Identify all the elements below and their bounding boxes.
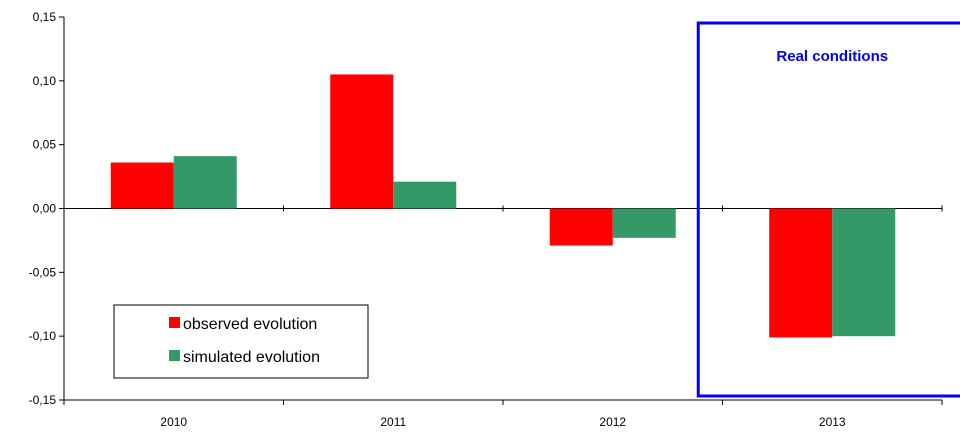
legend-box — [113, 304, 369, 379]
y-tick-label: 0,05 — [33, 138, 57, 152]
bar-observed — [549, 208, 613, 246]
bar-observed — [330, 74, 394, 209]
bar-observed — [110, 162, 174, 209]
bar-series-group — [110, 74, 896, 338]
legend-swatch-observed — [169, 317, 180, 328]
annotation-label: Real conditions — [776, 48, 888, 65]
x-tick-label: 2013 — [819, 415, 846, 429]
real-conditions-annotation: Real conditions — [696, 21, 960, 398]
y-tick-label: -0,15 — [29, 393, 57, 407]
bar-simulated — [393, 181, 457, 209]
y-tick-label: -0,10 — [29, 329, 57, 343]
y-axis: 0,15 0,10 0,05 0,00 -0,05 -0,10 -0,15 — [29, 10, 65, 407]
x-tick-label: 2012 — [599, 415, 626, 429]
bar-simulated — [173, 156, 237, 209]
x-tick-label: 2010 — [160, 415, 187, 429]
annotation-box — [696, 21, 960, 398]
bar-simulated — [612, 208, 676, 238]
legend-label-simulated: simulated evolution — [183, 349, 320, 366]
y-tick-label: -0,05 — [29, 265, 57, 279]
bar-simulated — [832, 208, 896, 337]
y-tick-label: 0,10 — [33, 74, 57, 88]
x-tick-label: 2011 — [380, 415, 406, 429]
legend-label-observed: observed evolution — [183, 316, 317, 333]
legend-swatch-simulated — [169, 350, 180, 361]
legend: observed evolution simulated evolution — [113, 304, 369, 379]
bar-observed — [769, 208, 833, 338]
y-tick-label: 0,15 — [33, 10, 57, 24]
y-tick-label: 0,00 — [33, 202, 57, 216]
